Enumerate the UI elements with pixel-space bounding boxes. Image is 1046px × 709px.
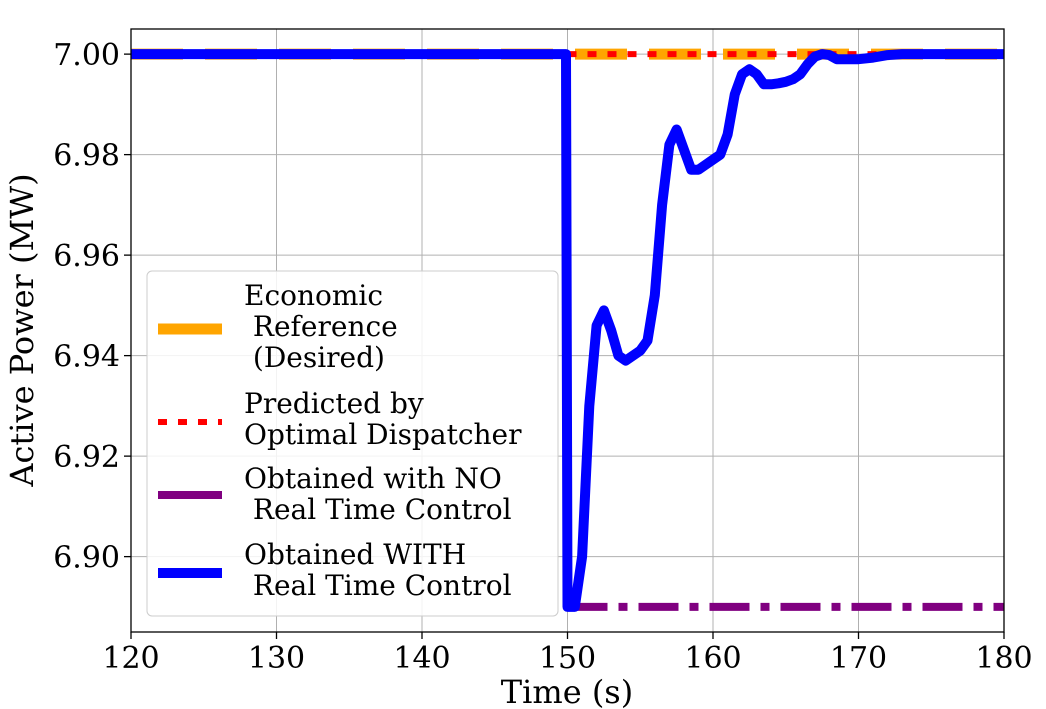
y-tick-label: 6.94 [53,340,120,375]
x-axis-label: Time (s) [501,673,633,709]
x-tick-label: 170 [830,641,887,676]
y-tick-label: 6.96 [53,239,120,274]
y-tick-label: 6.98 [53,139,120,174]
y-tick-label: 7.00 [53,38,120,73]
series-line-4 [131,49,1004,612]
y-tick-label: 6.90 [53,541,120,576]
x-tick-label: 130 [248,641,305,676]
legend-label-3: Obtained with NO Real Time Control [244,462,512,526]
legend: Economic Reference (Desired) Predicted by… [146,270,559,617]
series-group [131,48,1004,612]
y-tick-label: 6.92 [53,440,120,475]
y-axis-label: Active Power (MW) [3,173,41,487]
x-tick-label: 150 [539,641,596,676]
legend-box [146,270,559,617]
x-tick-label: 180 [975,641,1032,676]
legend-label-1: Economic Reference (Desired) [244,279,398,374]
x-tick-label: 140 [393,641,450,676]
x-tick-label: 120 [102,641,159,676]
legend-label-2: Predicted by Optimal Dispatcher [244,387,522,451]
axis-ticks: 120 130 140 150 160 170 180 6.90 6.92 6.94 6.96 6.9… [53,38,1032,676]
legend-label-4: Obtained WITH Real Time Control [244,538,512,602]
x-tick-label: 160 [684,641,741,676]
